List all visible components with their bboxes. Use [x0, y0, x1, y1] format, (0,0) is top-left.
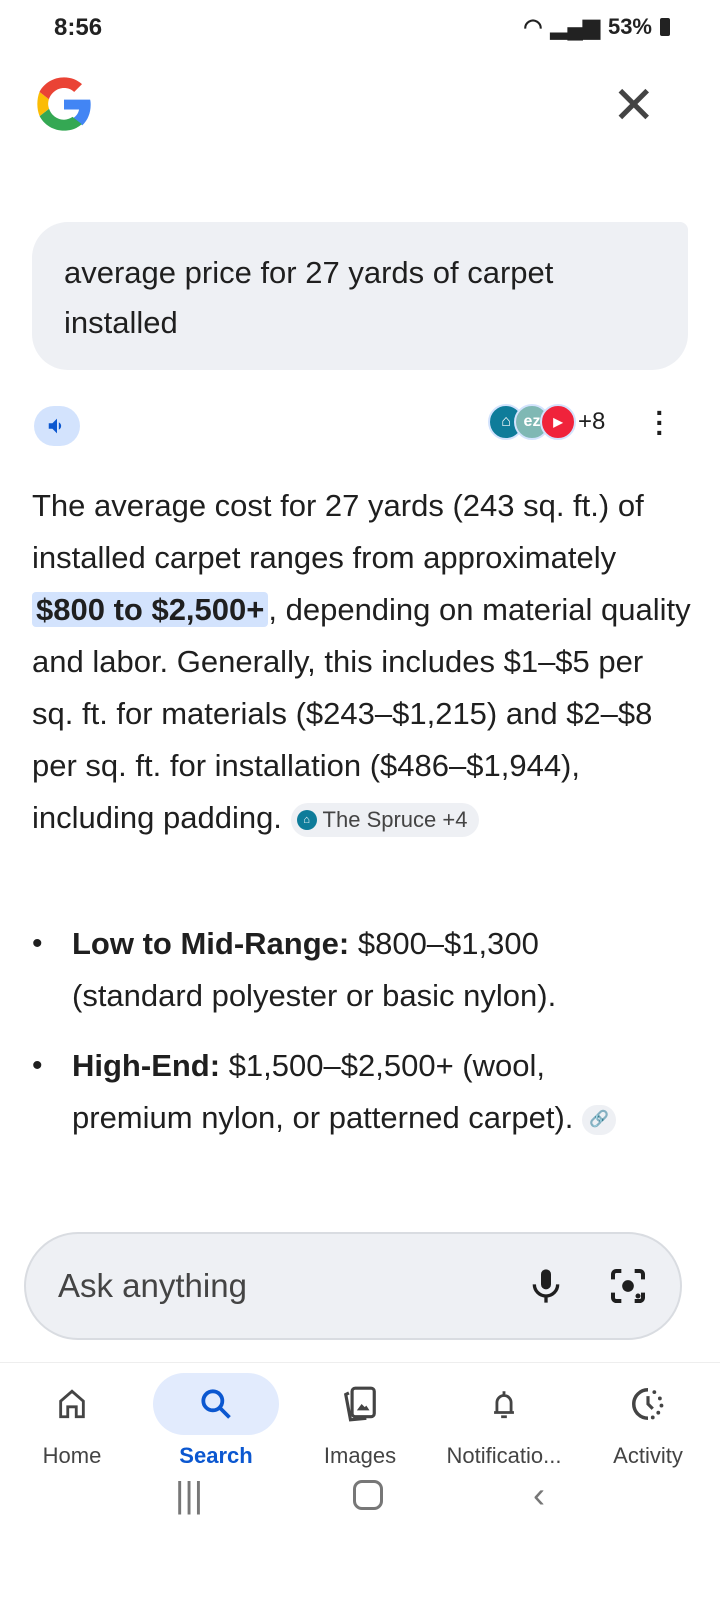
nav-home[interactable]: Home [2, 1373, 142, 1522]
answer-text: The average cost for 27 yards (243 sq. f… [32, 488, 644, 575]
bullet-text: $800–$1,300 (standard polyester or basic… [72, 926, 557, 1013]
wifi-icon: ◠ [523, 14, 543, 39]
ai-answer: The average cost for 27 yards (243 sq. f… [32, 480, 692, 844]
spruce-icon: ⌂ [296, 809, 317, 830]
status-time: 8:56 [54, 14, 103, 41]
activity-clock-icon [585, 1373, 711, 1435]
lens-camera-icon[interactable] [608, 1266, 648, 1306]
home-icon [9, 1373, 135, 1435]
status-icons: ◠ ▂▄▆ 53% [523, 14, 670, 40]
battery-level: 53% [607, 14, 652, 39]
nav-label: Home [42, 1443, 102, 1468]
system-nav: ||| ‹ [0, 1474, 720, 1516]
nav-label: Images [323, 1443, 397, 1468]
youtube-source-icon: ▶ [540, 404, 576, 440]
link-icon[interactable]: 🔗 [582, 1104, 617, 1135]
nav-label: Activity [613, 1443, 683, 1468]
list-item: Low to Mid-Range: $800–$1,300 (standard … [32, 918, 672, 1022]
speaker-button[interactable] [34, 406, 80, 446]
close-icon[interactable]: ✕ [612, 77, 656, 135]
speaker-icon [48, 418, 62, 434]
nav-images[interactable]: Images [290, 1373, 430, 1522]
back-icon[interactable]: ‹ [532, 1474, 545, 1515]
source-chip[interactable]: ⌂ The Spruce +4 [290, 802, 480, 837]
search-icon [153, 1373, 279, 1435]
bullet-text: $1,500–$2,500+ (wool, premium nylon, or … [72, 1048, 583, 1135]
nav-label: Search [179, 1443, 253, 1468]
sources-count[interactable]: +8 [578, 408, 606, 435]
bullet-label: High-End: [72, 1048, 221, 1083]
ask-input[interactable]: Ask anything [24, 1232, 682, 1340]
microphone-icon[interactable] [526, 1264, 566, 1308]
nav-notifications[interactable]: Notificatio... [434, 1373, 574, 1522]
home-system-icon[interactable] [353, 1480, 384, 1510]
sources-button[interactable]: ⌂ ez ▶ [488, 404, 576, 440]
query-bubble: average price for 27 yards of carpet ins… [32, 222, 688, 370]
ask-placeholder: Ask anything [58, 1267, 247, 1304]
recents-icon[interactable]: ||| [174, 1474, 204, 1515]
price-list: Low to Mid-Range: $800–$1,300 (standard … [32, 918, 672, 1162]
nav-label: Notificatio... [446, 1443, 562, 1468]
bottom-nav: Home Search Images Notificatio... Activi… [0, 1362, 720, 1522]
battery-icon [660, 18, 670, 36]
images-icon [297, 1373, 423, 1435]
bullet-label: Low to Mid-Range: [72, 926, 350, 961]
answer-text-2: , depending on material quality and labo… [32, 592, 691, 835]
list-item: High-End: $1,500–$2,500+ (wool, premium … [32, 1040, 672, 1144]
google-logo[interactable] [32, 72, 96, 136]
more-options-icon[interactable]: · · · [655, 397, 665, 448]
ez-source-icon: ez [514, 404, 550, 440]
signal-icon: ▂▄▆ [550, 14, 600, 39]
source-chip-label: The Spruce +4 [322, 806, 468, 832]
nav-search[interactable]: Search [146, 1373, 286, 1522]
bell-icon [441, 1373, 567, 1435]
nav-activity[interactable]: Activity [578, 1373, 718, 1522]
answer-highlight: $800 to $2,500+ [32, 592, 269, 627]
